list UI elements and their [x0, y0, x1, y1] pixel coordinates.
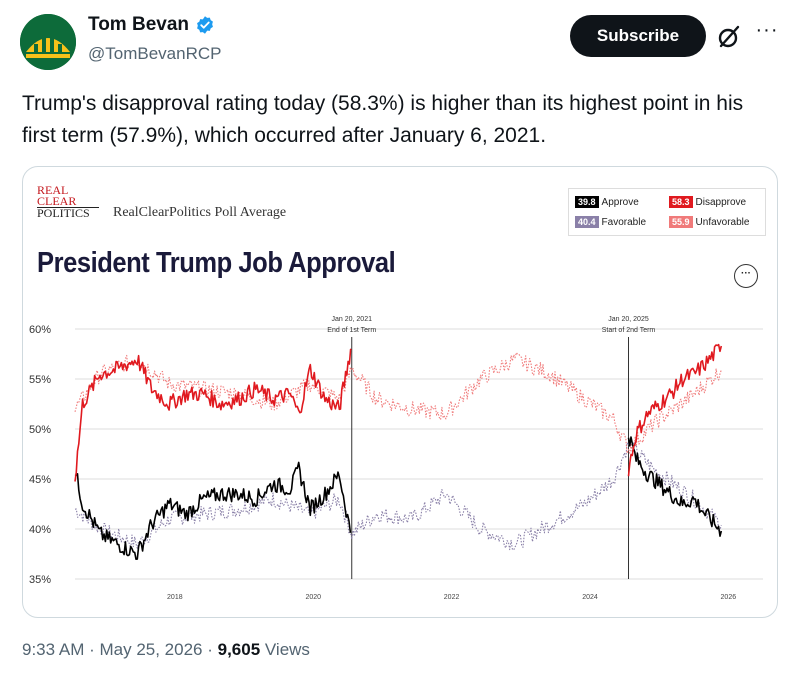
- legend-value: 55.9: [669, 216, 693, 228]
- x-tick-label: 2024: [582, 594, 598, 601]
- legend-label: Disapprove: [695, 196, 747, 208]
- chart-menu-icon[interactable]: ···: [734, 264, 758, 288]
- y-tick-label: 35%: [29, 574, 51, 586]
- tweet-header: Tom Bevan @TomBevanRCP Subscribe ···: [0, 0, 800, 80]
- legend-value: 58.3: [669, 196, 693, 208]
- author-handle[interactable]: @TomBevanRCP: [88, 44, 222, 63]
- annotation-label: Jan 20, 2021: [332, 316, 373, 323]
- y-tick-label: 60%: [29, 324, 51, 336]
- x-tick-label: 2026: [721, 594, 737, 601]
- verified-badge-icon: [197, 16, 213, 34]
- footer-separator: ·: [202, 640, 218, 659]
- x-tick-label: 2018: [167, 594, 183, 601]
- chart-image-card[interactable]: REAL CLEAR POLITICS RealClearPolitics Po…: [22, 166, 778, 618]
- x-tick-label: 2022: [444, 594, 460, 601]
- more-options-icon[interactable]: ···: [755, 19, 779, 41]
- legend-label: Approve: [601, 196, 639, 208]
- tweet-text: Trump's disapproval rating today (58.3%)…: [22, 92, 744, 147]
- avatar[interactable]: [20, 14, 76, 70]
- x-tick-label: 2020: [306, 594, 322, 601]
- sonics-logo-icon: [20, 14, 76, 70]
- source-label: RealClearPolitics Poll Average: [113, 205, 287, 220]
- views-label: Views: [260, 640, 310, 659]
- legend-value: 39.8: [575, 196, 599, 208]
- y-tick-label: 55%: [29, 374, 51, 386]
- approval-chart: 60% 55% 50% 45% 40% 35% 2018 2020 2022 2024 2026 Ja…: [29, 316, 763, 601]
- logo-line: POLITICS: [37, 207, 99, 219]
- legend-item-approve: 39.8 Approve: [575, 196, 639, 208]
- timestamp[interactable]: 9:33 AM · May 25, 2026: [22, 640, 203, 659]
- legend-item-favorable: 40.4 Favorable: [575, 216, 646, 228]
- legend-item-disapprove: 58.3 Disapprove: [669, 196, 746, 208]
- series-line-favorable: [74, 441, 722, 551]
- y-tick-label: 40%: [29, 524, 51, 536]
- legend-value: 40.4: [575, 216, 599, 228]
- y-tick-label: 45%: [29, 474, 51, 486]
- series-line-approve: [74, 436, 723, 560]
- legend-label: Favorable: [601, 216, 646, 228]
- author-name[interactable]: Tom Bevan: [88, 14, 190, 35]
- views-count: 9,605: [217, 640, 261, 659]
- subscribe-button[interactable]: Subscribe: [570, 15, 706, 57]
- series-line-unfavorable: [74, 352, 722, 454]
- rcp-logo: REAL CLEAR POLITICS: [37, 183, 99, 225]
- y-tick-label: 50%: [29, 424, 51, 436]
- tweet-footer: 9:33 AM · May 25, 2026 · 9,605 Views: [22, 640, 310, 660]
- chart-title: President Trump Job Approval: [37, 247, 396, 279]
- annotation-label: Start of 2nd Term: [602, 327, 656, 334]
- legend-item-unfavorable: 55.9 Unfavorable: [669, 216, 749, 228]
- grok-icon[interactable]: [716, 24, 742, 50]
- legend-label: Unfavorable: [695, 216, 750, 228]
- legend: 39.8 Approve 58.3 Disapprove 40.4 Favora…: [568, 188, 766, 236]
- annotation-label: Jan 20, 2025: [608, 316, 649, 323]
- logo-line: CLEAR: [37, 194, 77, 208]
- annotation-label: End of 1st Term: [327, 327, 376, 334]
- logo-line: REAL: [37, 183, 69, 197]
- series-line-disapprove: [74, 343, 723, 482]
